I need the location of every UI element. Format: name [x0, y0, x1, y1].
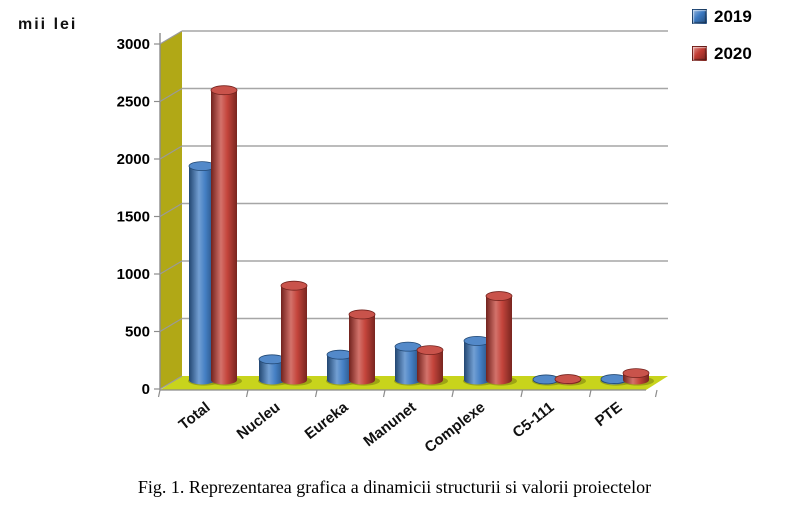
category-label-Manunet: Manunet	[360, 399, 419, 450]
bar-2019-Eureka	[327, 354, 353, 385]
x-axis	[157, 389, 658, 398]
y-axis: 0 500 1000 1500 2000 2500 3000	[117, 30, 183, 398]
category-label-Total: Total	[176, 399, 214, 434]
y-tick-label: 2000	[117, 151, 150, 168]
legend-item-2020: 2020	[692, 45, 752, 62]
y-tick-label: 1500	[117, 209, 150, 226]
bar-2020-Nucleu	[281, 285, 307, 385]
bar-top-2020-Total	[210, 85, 238, 96]
y-tick-label: 3000	[117, 36, 150, 53]
gridlines	[182, 30, 668, 320]
bar-2020-Eureka	[349, 314, 375, 385]
bars	[188, 85, 650, 385]
y-tick-label: 500	[125, 324, 150, 341]
category-label-Eureka: Eureka	[302, 398, 352, 443]
category-label-Nucleu: Nucleu	[234, 399, 284, 443]
y-tick-label: 2500	[117, 94, 150, 111]
category-labels: Total Nucleu Eureka Manunet Complexe C5-111 PT…	[176, 398, 626, 456]
y-axis-unit-label: mii lei	[18, 16, 78, 33]
bar-2020-Total	[211, 90, 237, 385]
bar-2019-Total	[189, 166, 215, 385]
y-tick-label: 1000	[117, 266, 150, 283]
legend-label-2019: 2019	[714, 7, 752, 26]
legend-swatch-2020	[692, 46, 707, 61]
bar-top-2020-PTE	[622, 368, 650, 379]
bar-top-2020-Manunet	[416, 345, 444, 356]
bar-2020-Complexe	[486, 296, 512, 385]
category-label-C5-111: C5-111	[510, 399, 558, 442]
y-tick-label: 0	[142, 381, 150, 398]
bar-top-2020-Nucleu	[280, 280, 308, 291]
bar-2019-Nucleu	[259, 359, 285, 385]
chart-legend: 2019 2020	[692, 8, 752, 62]
category-label-Complexe: Complexe	[421, 399, 488, 457]
figure-caption: Fig. 1. Reprezentarea grafica a dinamici…	[137, 477, 652, 497]
bar-2020-Manunet	[417, 350, 443, 385]
legend-label-2020: 2020	[714, 44, 752, 63]
legend-item-2019: 2019	[692, 8, 752, 25]
bar-top-2020-C5-111	[554, 374, 582, 384]
category-label-PTE: PTE	[592, 399, 625, 430]
bar-top-2020-Eureka	[348, 309, 376, 320]
legend-swatch-2019	[692, 9, 707, 24]
bar-top-2020-Complexe	[485, 291, 513, 301]
bar-2019-Complexe	[464, 340, 490, 385]
bar-2019-Manunet	[395, 346, 421, 385]
